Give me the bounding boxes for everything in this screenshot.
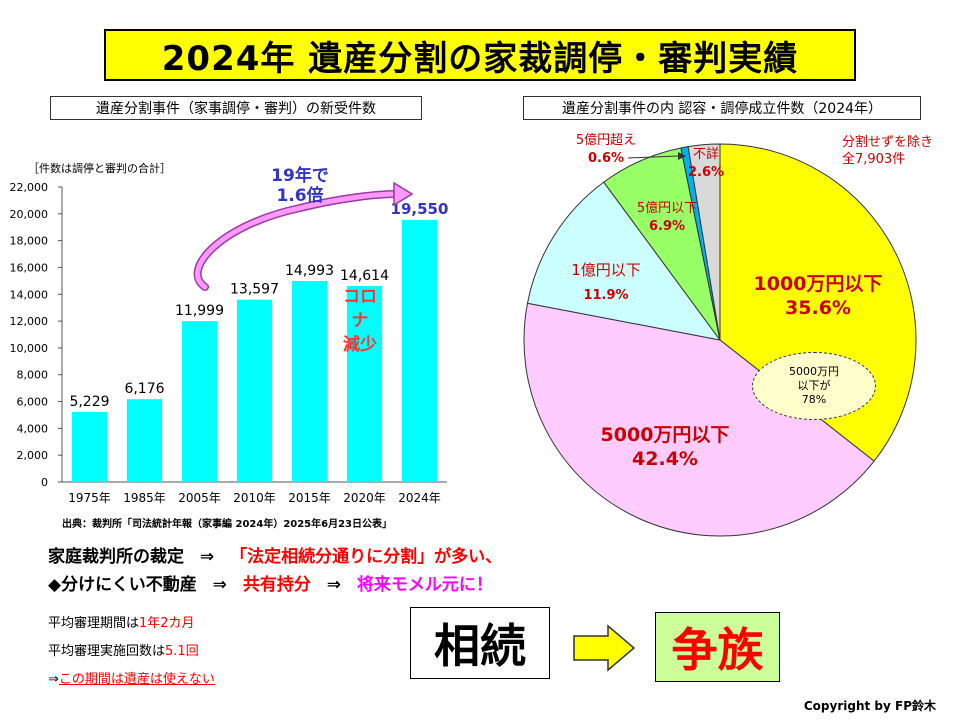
avg-sessions-value: 5.1回 (165, 644, 199, 659)
y-tick-label: 0 (41, 476, 48, 489)
pie-label-5oku: 5億円以下 (636, 201, 698, 216)
x-tick-label: 2010年 (233, 491, 276, 505)
conclusion-2-subject: ◆分けにくい不動産 (48, 575, 197, 595)
conclusion-2-result: 共有持分 (242, 575, 311, 595)
bar (181, 321, 218, 482)
pie-pct-unknown: 2.6% (687, 165, 725, 180)
pie-pct-5000: 42.4% (632, 448, 698, 470)
pie-total-annotation-line1: 分割せずを除き (842, 135, 934, 150)
period-note: ⇒この期間は遺産は使えない (48, 668, 215, 687)
bar-value-label: 6,176 (124, 381, 164, 397)
bar-chart: 0 2,000 4,000 6,000 8,000 10,000 12,000 14,000 1… (10, 181, 449, 505)
arrow-icon: ⇒ (199, 547, 215, 567)
conclusion-1-result: 「法定相続分通りに分割」が多い、 (230, 547, 503, 567)
bar-chart-note: ［件数は調停と審判の合計］ (28, 162, 171, 175)
pie-label-1000: 1000万円以下 (753, 273, 883, 295)
pie-pct-5oku: 6.9% (648, 219, 686, 234)
covid-annotation-line2: 減少 (343, 335, 377, 355)
pie-label-unknown: 不詳 (692, 147, 719, 162)
bar-value-label: 11,999 (175, 303, 224, 319)
bar (291, 280, 328, 482)
avg-sessions-label: 平均審理実施回数は (48, 644, 166, 659)
period-note-text: この期間は遺産は使えない (58, 672, 215, 687)
pie-label-over5oku: 5億円超え (575, 133, 637, 148)
bubble-line1: 5000万円 (789, 365, 839, 378)
growth-arrow-head (393, 181, 414, 207)
x-tick-label: 2020年 (343, 491, 386, 505)
pie-bubble-annotation: 5000万円 以下が 78% (752, 352, 876, 420)
pie-chart-title: 遺産分割事件の内 認容・調停成立件数（2024年） (523, 96, 921, 120)
y-tick-label: 12,000 (10, 315, 49, 328)
bar-value-label: 14,614 (340, 268, 389, 284)
y-tick-label: 20,000 (10, 208, 49, 221)
arrow-icon: ⇒ (212, 575, 227, 595)
x-tick-label: 2015年 (288, 491, 331, 505)
pie-pct-over5oku: 0.6% (587, 151, 625, 166)
pie-slice (526, 181, 722, 341)
pie-slice (523, 302, 875, 537)
x-tick-label: 2024年 (398, 491, 441, 505)
y-tick-label: 6,000 (17, 396, 49, 409)
bar-chart-source: 出典：裁判所「司法統計年報（家事編 2024年）2025年6月23日公表」 (62, 519, 393, 530)
over5oku-leader-line (627, 152, 686, 160)
right-arrow-icon (573, 624, 636, 672)
y-tick-label: 22,000 (10, 181, 49, 194)
y-tick-label: 2,000 (17, 449, 49, 462)
bar (126, 399, 163, 482)
conclusion-line-2: ◆分けにくい不動産 ⇒ 共有持分 ⇒ 将来モメル元に！ (48, 570, 493, 595)
bar (346, 286, 383, 482)
y-tick-label: 4,000 (17, 422, 49, 435)
arrow-icon: ⇒ (48, 672, 59, 687)
avg-sessions: 平均審理実施回数は5.1回 (48, 640, 199, 659)
avg-period: 平均審理期間は1年2カ月 (48, 612, 195, 631)
souzoku-box: 相続 (410, 607, 550, 679)
pie-slice (687, 143, 721, 341)
y-tick-label: 14,000 (10, 288, 49, 301)
bar-value-label: 14,993 (285, 263, 334, 279)
x-tick-label: 2005年 (178, 491, 221, 505)
bubble-line3: 78% (801, 393, 827, 406)
growth-annotation-line2: 1.6倍 (276, 186, 324, 206)
bar (236, 299, 273, 482)
y-tick-label: 8,000 (17, 369, 49, 382)
conclusion-2-future: 将来モメル元に！ (356, 575, 493, 595)
bar (71, 411, 108, 482)
growth-annotation-line1: 19年で (271, 166, 329, 186)
conclusion-line-1: 家庭裁判所の裁定 ⇒ 「法定相続分通りに分割」が多い、 (48, 542, 502, 567)
avg-period-label: 平均審理期間は (48, 616, 140, 631)
bar (401, 219, 438, 482)
pie-chart (523, 143, 917, 537)
bar-value-label: 19,550 (391, 200, 449, 218)
bar-value-label: 5,229 (69, 394, 109, 410)
pie-pct-1000: 35.6% (785, 297, 851, 319)
avg-period-value: 1年2カ月 (139, 616, 195, 631)
page-title: 2024年 遺産分割の家裁調停・審判実績 (104, 29, 856, 81)
covid-annotation-line1: コロナ (343, 287, 377, 331)
pie-pct-1oku: 11.9% (583, 288, 629, 303)
y-tick-label: 18,000 (10, 235, 49, 248)
y-tick-label: 16,000 (10, 261, 49, 274)
x-tick-label: 1975年 (68, 491, 111, 505)
arasoi-box: 争族 (655, 612, 780, 682)
bubble-line2: 以下が (797, 379, 831, 392)
conclusion-1-subject: 家庭裁判所の裁定 (48, 547, 184, 567)
pie-label-1oku: 1億円以下 (571, 261, 641, 279)
bar-chart-title: 遺産分割事件（家事調停・審判）の新受件数 (50, 96, 422, 120)
y-tick-label: 10,000 (10, 342, 49, 355)
pie-label-5000: 5000万円以下 (600, 424, 730, 446)
copyright: Copyright by FP鈴木 (803, 699, 936, 713)
arrow-icon: ⇒ (326, 575, 341, 595)
pie-total-annotation-line2: 全7,903件 (842, 152, 906, 167)
bar-value-label: 13,597 (230, 282, 279, 298)
x-tick-label: 1985年 (123, 491, 166, 505)
